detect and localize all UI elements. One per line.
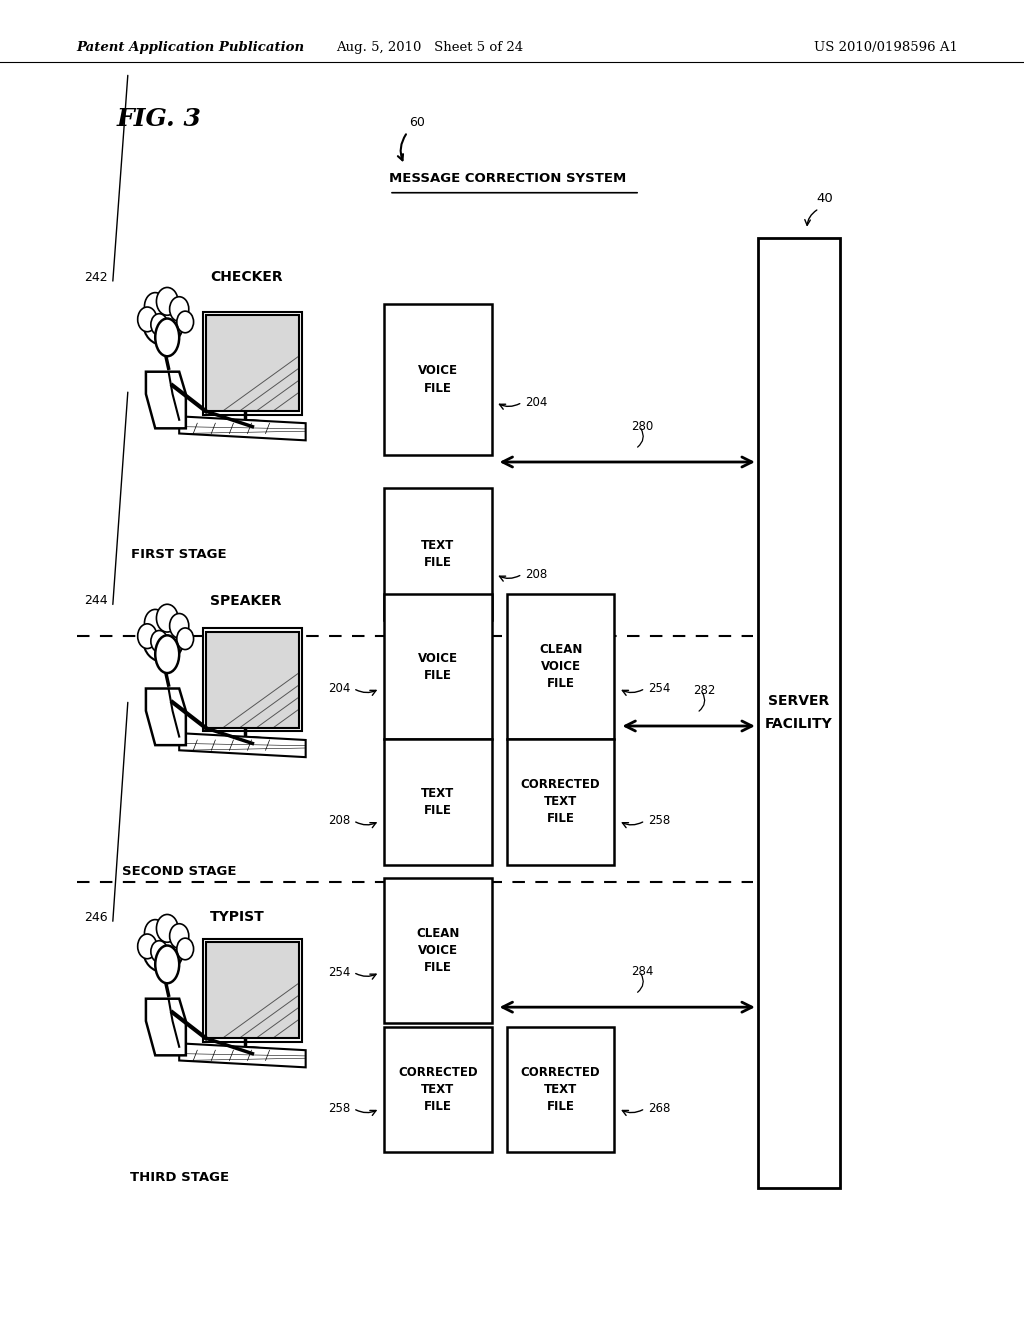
Polygon shape bbox=[179, 416, 305, 441]
Ellipse shape bbox=[225, 421, 272, 433]
Bar bbox=[203, 628, 302, 731]
Text: 244: 244 bbox=[84, 594, 108, 607]
Ellipse shape bbox=[170, 924, 188, 949]
Bar bbox=[507, 1027, 614, 1152]
Text: Patent Application Publication: Patent Application Publication bbox=[77, 41, 305, 54]
Bar bbox=[384, 878, 492, 1023]
Text: 258: 258 bbox=[648, 814, 671, 828]
Ellipse shape bbox=[151, 631, 168, 652]
Ellipse shape bbox=[156, 318, 179, 356]
Ellipse shape bbox=[156, 945, 179, 983]
Bar bbox=[507, 739, 614, 865]
Ellipse shape bbox=[143, 619, 183, 661]
Bar bbox=[384, 1027, 492, 1152]
Text: 208: 208 bbox=[328, 814, 350, 828]
Text: FIG. 3: FIG. 3 bbox=[117, 107, 201, 131]
Ellipse shape bbox=[151, 941, 168, 962]
Text: CHECKER: CHECKER bbox=[210, 271, 283, 284]
Bar bbox=[384, 739, 492, 865]
Text: 40: 40 bbox=[816, 191, 833, 205]
Text: 204: 204 bbox=[328, 682, 350, 694]
Text: CORRECTED
TEXT
FILE: CORRECTED TEXT FILE bbox=[398, 1067, 477, 1113]
Text: 258: 258 bbox=[328, 1102, 350, 1115]
Polygon shape bbox=[179, 733, 305, 758]
Text: TEXT
FILE: TEXT FILE bbox=[421, 787, 455, 817]
Text: MESSAGE CORRECTION SYSTEM: MESSAGE CORRECTION SYSTEM bbox=[389, 172, 627, 185]
Ellipse shape bbox=[225, 738, 272, 750]
Ellipse shape bbox=[151, 314, 168, 335]
Ellipse shape bbox=[177, 628, 194, 649]
Text: 204: 204 bbox=[525, 396, 548, 409]
Ellipse shape bbox=[170, 614, 188, 639]
Ellipse shape bbox=[157, 288, 178, 315]
Text: SERVER
FACILITY: SERVER FACILITY bbox=[765, 694, 833, 731]
Bar bbox=[203, 312, 302, 414]
Bar bbox=[384, 594, 492, 739]
Bar bbox=[758, 238, 840, 1188]
Ellipse shape bbox=[170, 297, 188, 322]
Text: 254: 254 bbox=[648, 682, 671, 694]
Text: 208: 208 bbox=[525, 568, 548, 581]
Bar bbox=[507, 594, 614, 739]
Text: Aug. 5, 2010   Sheet 5 of 24: Aug. 5, 2010 Sheet 5 of 24 bbox=[337, 41, 523, 54]
Ellipse shape bbox=[137, 308, 157, 331]
Ellipse shape bbox=[177, 939, 194, 960]
Text: VOICE
FILE: VOICE FILE bbox=[418, 364, 458, 395]
Text: SPEAKER: SPEAKER bbox=[210, 594, 282, 607]
Bar bbox=[203, 939, 302, 1041]
Ellipse shape bbox=[225, 1048, 272, 1060]
Polygon shape bbox=[145, 999, 186, 1056]
Text: 280: 280 bbox=[632, 420, 653, 433]
Ellipse shape bbox=[156, 635, 179, 673]
Text: 254: 254 bbox=[328, 966, 350, 978]
Text: CLEAN
VOICE
FILE: CLEAN VOICE FILE bbox=[539, 643, 583, 690]
Text: VOICE
FILE: VOICE FILE bbox=[418, 652, 458, 681]
Bar bbox=[206, 632, 299, 729]
Ellipse shape bbox=[137, 624, 157, 648]
Text: TEXT
FILE: TEXT FILE bbox=[421, 540, 455, 569]
Bar bbox=[384, 304, 492, 455]
Bar bbox=[206, 315, 299, 412]
Bar bbox=[384, 488, 492, 620]
Text: CLEAN
VOICE
FILE: CLEAN VOICE FILE bbox=[416, 927, 460, 974]
Text: TYPIST: TYPIST bbox=[210, 911, 264, 924]
Ellipse shape bbox=[143, 302, 183, 345]
Text: 246: 246 bbox=[84, 911, 108, 924]
Ellipse shape bbox=[144, 610, 166, 638]
Ellipse shape bbox=[144, 293, 166, 321]
Ellipse shape bbox=[144, 920, 166, 948]
Text: CORRECTED
TEXT
FILE: CORRECTED TEXT FILE bbox=[521, 1067, 600, 1113]
Text: 282: 282 bbox=[693, 684, 715, 697]
Text: THIRD STAGE: THIRD STAGE bbox=[130, 1171, 228, 1184]
Text: SECOND STAGE: SECOND STAGE bbox=[122, 865, 237, 878]
Ellipse shape bbox=[143, 929, 183, 972]
Ellipse shape bbox=[157, 605, 178, 632]
Ellipse shape bbox=[177, 312, 194, 333]
Text: 60: 60 bbox=[410, 116, 426, 129]
Ellipse shape bbox=[157, 915, 178, 942]
Polygon shape bbox=[145, 689, 186, 744]
Text: 242: 242 bbox=[84, 271, 108, 284]
Text: FIRST STAGE: FIRST STAGE bbox=[131, 548, 227, 561]
Text: US 2010/0198596 A1: US 2010/0198596 A1 bbox=[813, 41, 957, 54]
Text: 284: 284 bbox=[632, 965, 653, 978]
Text: CORRECTED
TEXT
FILE: CORRECTED TEXT FILE bbox=[521, 779, 600, 825]
Polygon shape bbox=[179, 1043, 305, 1068]
Text: 268: 268 bbox=[648, 1102, 671, 1115]
Ellipse shape bbox=[137, 935, 157, 958]
Polygon shape bbox=[145, 372, 186, 428]
Bar bbox=[206, 942, 299, 1038]
